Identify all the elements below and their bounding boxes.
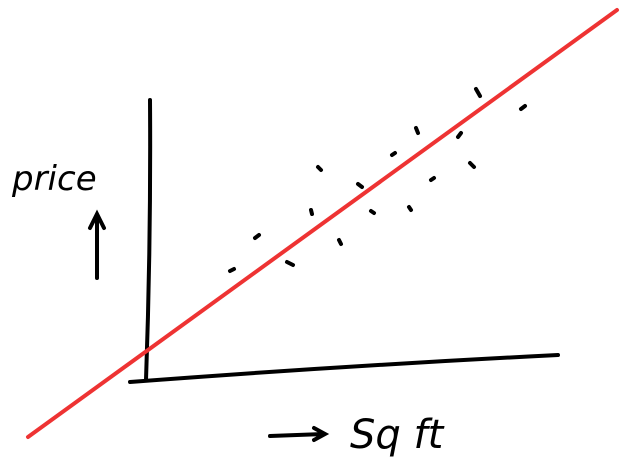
point <box>309 208 314 216</box>
point <box>456 131 463 139</box>
fit-line <box>26 8 619 439</box>
point <box>337 238 343 246</box>
point <box>285 260 295 267</box>
point <box>369 209 376 215</box>
points <box>228 87 527 273</box>
point <box>228 267 236 273</box>
point <box>414 126 420 135</box>
point <box>519 104 527 111</box>
point <box>390 151 397 157</box>
point <box>429 176 436 182</box>
point <box>468 161 476 169</box>
point <box>407 205 413 212</box>
point <box>316 165 323 172</box>
point <box>474 87 482 98</box>
right-arrow <box>268 426 330 442</box>
x-axis <box>128 353 560 384</box>
point <box>356 182 364 189</box>
y-axis <box>144 98 153 382</box>
axes <box>88 98 560 442</box>
y-axis-label: price <box>11 159 97 199</box>
up-arrow <box>88 209 106 280</box>
point <box>253 233 261 240</box>
x-axis-label: Sq ft <box>350 412 445 458</box>
